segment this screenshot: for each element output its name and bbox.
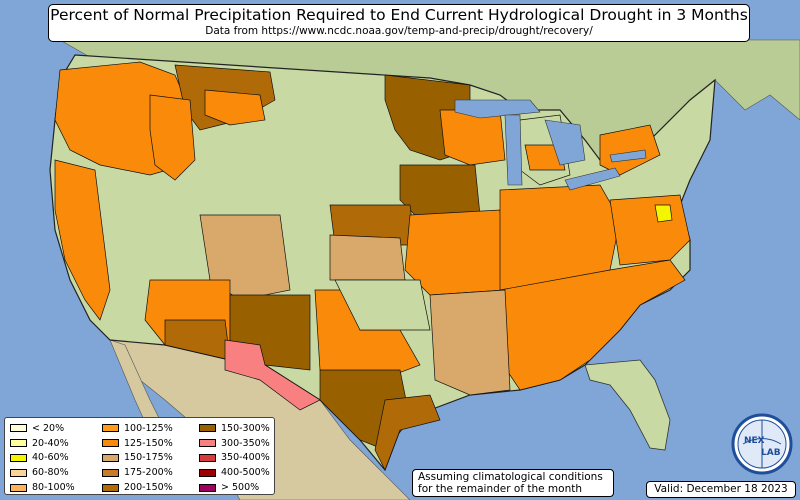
assumption-note-line-1: Assuming climatological conditions (418, 471, 603, 483)
legend-label: 350-400% (221, 452, 270, 464)
region-texas-coast (374, 394, 441, 471)
legend-swatch (102, 424, 119, 433)
legend-item: 400-500% (199, 465, 270, 480)
legend-swatch (199, 468, 216, 477)
region-kansas (329, 234, 406, 281)
legend-item: 150-175% (102, 451, 173, 466)
region-new-mexico-south (224, 339, 321, 411)
legend-swatch (199, 483, 216, 492)
legend-swatch (10, 468, 27, 477)
legend-item: 80-100% (10, 480, 75, 495)
legend-swatch (102, 439, 119, 448)
great-lakes (454, 99, 647, 191)
map-subtitle: Data from https://www.ncdc.noaa.gov/temp… (205, 25, 593, 37)
legend-label: 400-500% (221, 467, 270, 479)
legend-item: 100-125% (102, 421, 173, 436)
legend-item: 175-200% (102, 465, 173, 480)
lake-erie (564, 167, 621, 191)
nexlab-logo: NEX LAB (731, 413, 793, 475)
legend-label: < 20% (32, 422, 65, 434)
legend-label: 175-200% (124, 467, 173, 479)
legend-label: 60-80% (32, 467, 69, 479)
region-new-york (599, 124, 661, 176)
legend-swatch (10, 439, 27, 448)
drought-regions (54, 61, 691, 471)
lake-huron (544, 119, 586, 166)
legend-item: 300-350% (199, 436, 270, 451)
region-michigan-counties (524, 144, 566, 171)
legend-label: 200-150% (124, 482, 173, 494)
legend-swatch (199, 453, 216, 462)
legend: < 20% 20-40% 40-60% 60-80% 80-100% 100-1… (4, 417, 275, 495)
legend-swatch (102, 453, 119, 462)
legend-label: 100-125% (124, 422, 173, 434)
assumption-note-line-2: for the remainder of the month (418, 483, 583, 495)
lake-ontario (609, 149, 647, 163)
legend-item: 40-60% (10, 451, 75, 466)
legend-label: 150-300% (221, 422, 270, 434)
logo-text-lab: LAB (761, 448, 781, 458)
region-montana-east (204, 89, 266, 126)
legend-column-3: 150-300% 300-350% 350-400% 400-500% > 50… (199, 421, 270, 495)
legend-label: 40-60% (32, 452, 69, 464)
legend-item: 150-300% (199, 421, 270, 436)
region-lower-mississippi (429, 289, 511, 396)
legend-column-2: 100-125% 125-150% 150-175% 175-200% 200-… (102, 421, 173, 495)
title-box: Percent of Normal Precipitation Required… (48, 4, 750, 42)
legend-swatch (10, 424, 27, 433)
legend-label: 80-100% (32, 482, 75, 494)
legend-swatch (10, 483, 27, 492)
legend-swatch (199, 424, 216, 433)
florida (584, 359, 671, 451)
legend-label: 300-350% (221, 437, 270, 449)
legend-item: 200-150% (102, 480, 173, 495)
lake-michigan (504, 114, 523, 186)
region-maryland (654, 204, 673, 223)
region-oklahoma (334, 279, 431, 331)
legend-item: 350-400% (199, 451, 270, 466)
region-idaho (149, 94, 196, 181)
region-southeast (499, 259, 686, 391)
map-title: Percent of Normal Precipitation Required… (50, 6, 748, 24)
legend-swatch (102, 468, 119, 477)
legend-item: < 20% (10, 421, 75, 436)
legend-item: 60-80% (10, 465, 75, 480)
legend-item: 20-40% (10, 436, 75, 451)
legend-item: > 500% (199, 480, 270, 495)
region-california (54, 159, 111, 321)
legend-item: 125-150% (102, 436, 173, 451)
legend-label: 20-40% (32, 437, 69, 449)
legend-swatch (199, 439, 216, 448)
region-wisconsin (439, 109, 506, 166)
assumption-note: Assuming climatological conditions for t… (412, 469, 614, 497)
legend-label: 125-150% (124, 437, 173, 449)
legend-label: > 500% (221, 482, 260, 494)
legend-swatch (10, 453, 27, 462)
logo-text-nex: NEX (744, 436, 765, 446)
legend-swatch (102, 483, 119, 492)
legend-column-1: < 20% 20-40% 40-60% 60-80% 80-100% (10, 421, 75, 495)
legend-label: 150-175% (124, 452, 173, 464)
valid-date: Valid: December 18 2023 (646, 481, 796, 498)
